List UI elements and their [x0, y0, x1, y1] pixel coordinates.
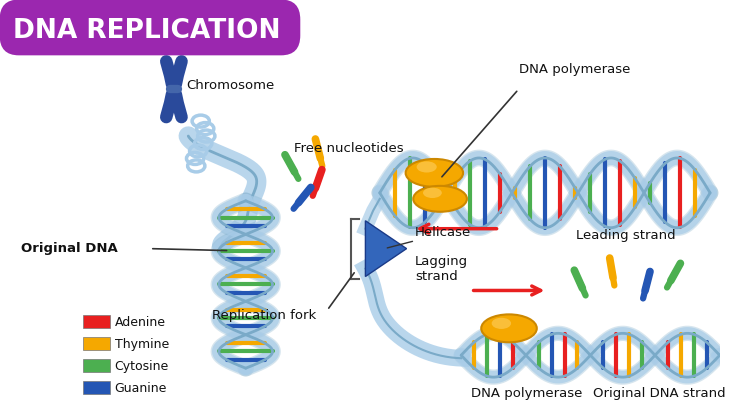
- Ellipse shape: [482, 314, 537, 342]
- Ellipse shape: [417, 161, 436, 173]
- Text: Helicase: Helicase: [416, 226, 472, 239]
- Ellipse shape: [492, 318, 511, 329]
- Text: Original DNA: Original DNA: [21, 242, 118, 255]
- Text: Lagging
strand: Lagging strand: [416, 255, 468, 282]
- FancyBboxPatch shape: [83, 316, 110, 328]
- Text: Replication fork: Replication fork: [212, 309, 316, 322]
- Text: Leading strand: Leading strand: [576, 229, 676, 242]
- FancyBboxPatch shape: [83, 381, 110, 394]
- Text: DNA polymerase: DNA polymerase: [471, 387, 582, 400]
- Text: DNA REPLICATION: DNA REPLICATION: [13, 18, 280, 44]
- Ellipse shape: [423, 188, 442, 198]
- FancyBboxPatch shape: [0, 0, 300, 55]
- Ellipse shape: [413, 186, 467, 212]
- Text: Original DNA strand: Original DNA strand: [593, 387, 726, 400]
- Text: Adenine: Adenine: [115, 316, 166, 329]
- Text: Guanine: Guanine: [115, 382, 167, 395]
- Text: DNA polymerase: DNA polymerase: [518, 63, 630, 76]
- Text: Chromosome: Chromosome: [186, 79, 274, 92]
- Ellipse shape: [406, 159, 463, 187]
- FancyBboxPatch shape: [83, 337, 110, 350]
- Text: Thymine: Thymine: [115, 338, 169, 351]
- Polygon shape: [365, 221, 407, 277]
- FancyBboxPatch shape: [83, 359, 110, 372]
- Text: Free nucleotides: Free nucleotides: [293, 142, 404, 155]
- Text: Cytosine: Cytosine: [115, 360, 169, 372]
